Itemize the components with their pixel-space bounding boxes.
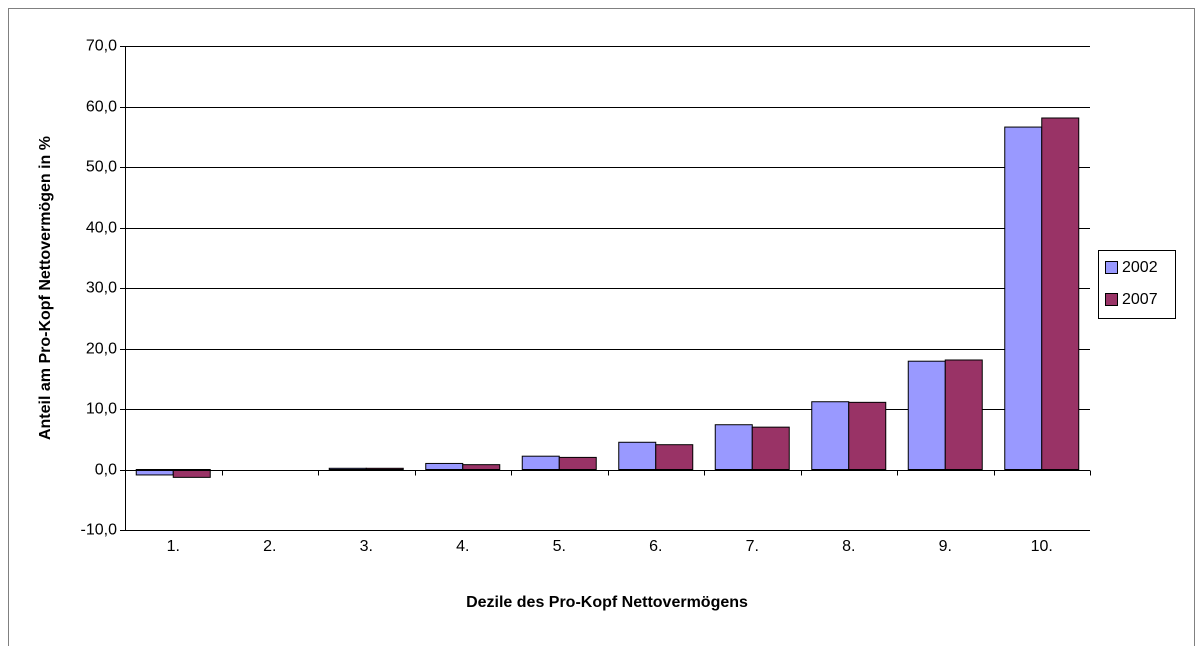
bar <box>1004 126 1043 470</box>
x-tick-label: 1. <box>167 538 180 555</box>
bar <box>521 455 560 471</box>
y-tick-label: 60,0 <box>86 99 117 116</box>
bar <box>944 359 983 470</box>
chart-border <box>8 8 1195 646</box>
y-tick-label: 50,0 <box>86 159 117 176</box>
legend-label: 2002 <box>1122 259 1158 276</box>
bar <box>462 464 501 471</box>
x-tick-label: 7. <box>746 538 759 555</box>
bar <box>655 444 694 471</box>
x-tick-label: 8. <box>842 538 855 555</box>
bar <box>811 401 850 470</box>
bar <box>848 401 887 470</box>
x-tick-label: 5. <box>553 538 566 555</box>
x-tick-label: 6. <box>649 538 662 555</box>
bar <box>425 462 464 471</box>
y-tick-label: 70,0 <box>86 38 117 55</box>
y-tick-label: -10,0 <box>81 522 118 539</box>
y-axis-title: Anteil am Pro-Kopf Nettovermögen in % <box>37 136 54 440</box>
bar <box>328 467 367 471</box>
y-tick-label: 10,0 <box>86 401 117 418</box>
bar <box>751 426 790 470</box>
legend-label: 2007 <box>1122 291 1158 308</box>
bar <box>907 360 946 470</box>
y-tick-label: 40,0 <box>86 220 117 237</box>
bar <box>1041 117 1080 471</box>
x-tick-label: 4. <box>456 538 469 555</box>
x-tick-label: 10. <box>1031 538 1053 555</box>
bar <box>365 467 404 471</box>
legend-swatch <box>1105 261 1118 274</box>
y-tick-label: 20,0 <box>86 341 117 358</box>
y-tick-label: 30,0 <box>86 280 117 297</box>
bar <box>172 469 211 478</box>
x-tick-label: 9. <box>939 538 952 555</box>
bar <box>618 441 657 470</box>
y-tick-label: 0,0 <box>95 462 117 479</box>
bar <box>714 424 753 471</box>
x-tick-label: 2. <box>263 538 276 555</box>
legend-swatch <box>1105 293 1118 306</box>
x-tick-label: 3. <box>360 538 373 555</box>
x-axis-title: Dezile des Pro-Kopf Nettovermögens <box>466 594 748 611</box>
bar <box>558 456 597 470</box>
